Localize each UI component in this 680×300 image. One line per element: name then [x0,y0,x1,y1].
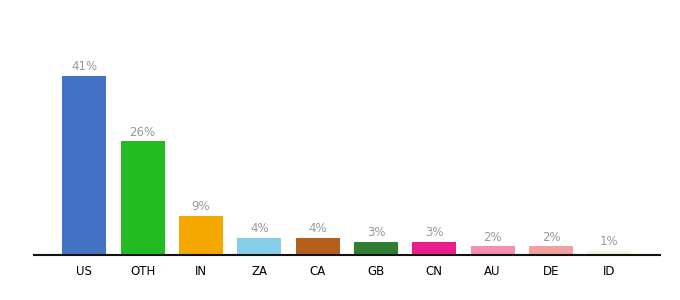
Text: 41%: 41% [71,60,97,73]
Bar [529,246,573,255]
Bar [63,76,106,255]
Bar [237,238,281,255]
Text: 3%: 3% [367,226,385,239]
Bar [413,242,456,255]
Text: 4%: 4% [308,222,327,235]
Bar [354,242,398,255]
Bar [471,246,515,255]
Bar [588,250,631,255]
Text: 1%: 1% [600,235,619,248]
Bar [179,216,223,255]
Text: 3%: 3% [425,226,443,239]
Bar [296,238,339,255]
Text: 26%: 26% [130,126,156,139]
Text: 4%: 4% [250,222,269,235]
Text: 9%: 9% [192,200,210,213]
Text: 2%: 2% [542,231,560,244]
Text: 2%: 2% [483,231,502,244]
Bar [121,141,165,255]
